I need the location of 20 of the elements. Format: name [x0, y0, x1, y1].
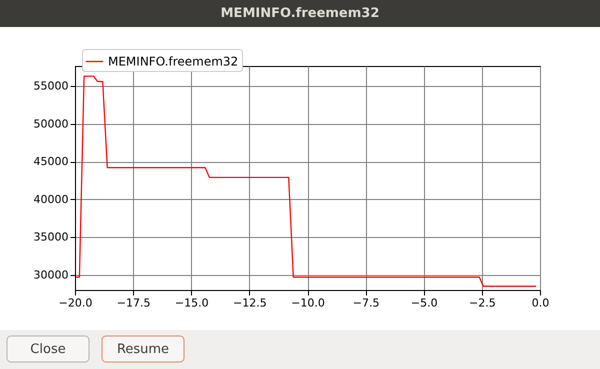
x-tick-label: −17.5 [116, 296, 150, 310]
x-tick-label: −7.5 [352, 296, 380, 310]
x-tick-label: −20.0 [58, 296, 92, 310]
x-tick-label: −12.5 [233, 296, 267, 310]
x-tick-label: −5.0 [410, 296, 438, 310]
x-tick-label: −15.0 [174, 296, 209, 310]
line-series [75, 76, 537, 287]
text: Close [30, 342, 66, 357]
legend-label: MEMINFO.freemem32 [108, 54, 238, 68]
y-tick-label: 40000 [34, 192, 68, 206]
x-tick-label: −10.0 [291, 296, 325, 310]
y-tick-label: 50000 [34, 117, 68, 130]
y-tick-label: 35000 [34, 230, 68, 244]
x-tick-label: −2.5 [469, 296, 496, 310]
x-tick-label: 0.0 [532, 296, 550, 310]
chart-title: MEMINFO.freemem32 [220, 6, 380, 21]
text: Resume [116, 342, 170, 357]
y-tick-label: 45000 [34, 155, 68, 168]
y-tick-label: 55000 [34, 80, 68, 93]
y-tick-label: 30000 [34, 268, 68, 282]
